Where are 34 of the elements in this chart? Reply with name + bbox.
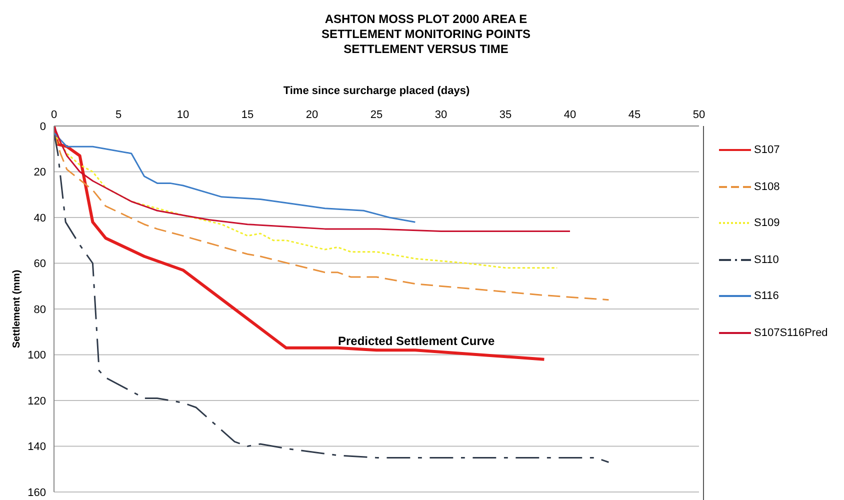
y-tick-label: 60 <box>34 258 46 270</box>
legend-label: S116 <box>754 290 779 302</box>
y-tick-label: 40 <box>34 212 46 224</box>
x-tick-label: 5 <box>115 109 122 121</box>
y-tick-label: 0 <box>40 120 46 133</box>
x-tick-label: 30 <box>434 109 448 121</box>
legend-label: S107S116Pred <box>754 326 828 339</box>
chart-title: ASHTON MOSS PLOT 2000 AREA E SETTLEMENT MONITORING POINTS SETTLEMENT VERSUS TIME <box>320 11 532 58</box>
x-tick-label: 20 <box>306 109 318 121</box>
x-tick-label: 15 <box>241 109 254 121</box>
legend-label: S110 <box>754 254 779 266</box>
y-tick-label: 80 <box>34 304 46 316</box>
legend-label: S108 <box>754 180 780 193</box>
x-tick-label: 0 <box>50 109 58 121</box>
y-tick-label: 120 <box>28 395 46 408</box>
x-axis-title: Time since surcharge placed (days) <box>283 84 470 97</box>
y-tick-label: 140 <box>28 441 46 454</box>
line-series <box>54 132 416 223</box>
annotation: Predicted Settlement Curve <box>338 334 495 348</box>
x-tick-label: 25 <box>370 109 383 121</box>
x-tick-label: 10 <box>176 109 190 121</box>
line-series <box>54 132 610 464</box>
legend-label: S109 <box>754 217 780 230</box>
y-axis-title: Settlement (mm) <box>12 270 23 348</box>
x-tick-label: 45 <box>628 109 641 121</box>
x-tick-label: 50 <box>692 109 706 121</box>
y-tick-label: 20 <box>34 166 46 179</box>
x-tick-label: 40 <box>564 109 576 121</box>
line-series <box>54 126 546 361</box>
x-tick-label: 35 <box>499 109 512 121</box>
legend-label: S107 <box>754 144 780 156</box>
line-series <box>54 126 571 232</box>
y-tick-label: 160 <box>28 486 46 499</box>
y-tick-label: 100 <box>28 350 46 362</box>
